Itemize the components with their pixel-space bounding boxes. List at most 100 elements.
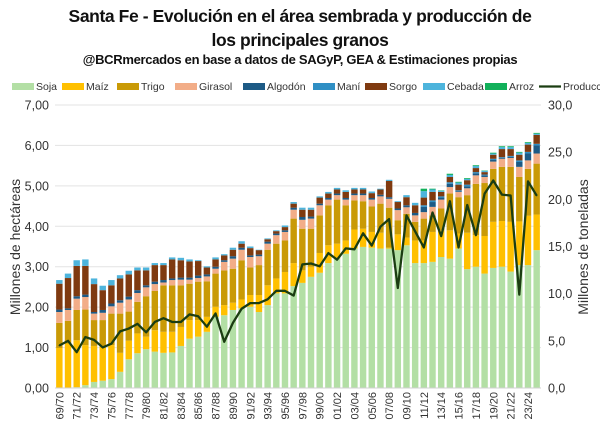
y-tick-label: 1,00 (25, 341, 49, 355)
bar-maní (464, 184, 471, 187)
production-point (266, 298, 269, 301)
bar-cebada (359, 187, 367, 190)
bar-algodón (403, 205, 410, 208)
bar-maíz (307, 266, 315, 277)
bar-trigo (299, 228, 306, 271)
bar-trigo (142, 296, 150, 337)
bar-algodón (472, 173, 480, 176)
bar-soja (516, 265, 523, 388)
bar-trigo (464, 195, 471, 233)
x-tick-label: 13/14 (436, 392, 448, 420)
bar-girasol (151, 284, 159, 291)
x-tick-label: 97/98 (297, 392, 309, 420)
production-point (362, 232, 364, 235)
bar-soja (420, 263, 428, 388)
bar-arroz (524, 142, 532, 144)
bar-sorgo (359, 189, 367, 194)
bar-trigo (160, 285, 167, 332)
bar-arroz (429, 188, 436, 190)
bar-soja (377, 248, 384, 388)
bar-cebada (498, 147, 506, 150)
bar-algodón (264, 241, 271, 244)
bar-trigo (533, 163, 540, 215)
bar-trigo (64, 320, 72, 344)
production-point (58, 344, 61, 347)
production-point (180, 321, 182, 323)
bar-sorgo (255, 250, 263, 255)
bar-sorgo (446, 176, 454, 183)
bar-trigo (212, 273, 219, 307)
x-tick-label: 05/06 (367, 392, 379, 420)
y-tick-label: 2,00 (25, 301, 49, 315)
bar-algodón (116, 300, 124, 303)
bar-girasol (90, 313, 98, 321)
bar-cebada (151, 263, 159, 266)
bar-cebada (299, 207, 306, 210)
bar-girasol (212, 268, 219, 274)
bar-maní (498, 157, 506, 158)
x-tick-label: 71/72 (72, 392, 84, 420)
bar-maíz (73, 340, 80, 388)
bar-maíz (212, 306, 219, 317)
production-point (75, 351, 78, 353)
bar-algodón (533, 145, 540, 154)
bar-trigo (168, 285, 176, 332)
bar-sorgo (429, 191, 436, 201)
bar-trigo (377, 203, 384, 233)
production-point (292, 294, 295, 297)
bar-soja (464, 269, 471, 388)
bar-soja (221, 315, 228, 388)
x-tick-label: 79/80 (141, 392, 153, 420)
bar-maíz (64, 343, 72, 388)
bar-soja (290, 286, 297, 388)
bar-maíz (516, 221, 523, 266)
bar-trigo (472, 183, 480, 236)
bar-trigo (481, 183, 488, 236)
bar-algodón (64, 308, 72, 310)
x-tick-label: 95/96 (280, 392, 292, 420)
legend-swatch-arroz (485, 83, 507, 90)
bar-maíz (394, 234, 402, 251)
production-point (249, 302, 252, 304)
bar-cebada (325, 191, 332, 194)
bar-trigo (273, 243, 280, 279)
production-point (518, 293, 521, 296)
legend-swatch-trigo (117, 83, 139, 90)
production-point (449, 200, 451, 203)
production-point (223, 340, 226, 343)
bar-soja (394, 250, 402, 388)
bar-girasol (238, 249, 245, 261)
bar-maíz (281, 271, 289, 294)
bar-soja (281, 293, 289, 388)
bar-soja (264, 305, 271, 388)
bar-algodón (194, 275, 202, 279)
bar-soja (437, 257, 445, 388)
bar-algodón (437, 197, 445, 200)
bar-maíz (481, 235, 488, 274)
bar-sorgo (307, 209, 315, 217)
bar-girasol (524, 160, 532, 169)
bar-cebada (273, 230, 280, 232)
bar-cebada (177, 257, 185, 261)
bar-algodón (490, 159, 497, 162)
bar-sorgo (377, 189, 384, 195)
bar-girasol (281, 231, 289, 241)
bar-sorgo (464, 180, 471, 185)
bar-maíz (177, 326, 185, 346)
y-tick-label: 7,00 (25, 99, 49, 113)
bar-arroz (464, 178, 471, 179)
bar-girasol (420, 212, 428, 219)
bar-girasol (125, 299, 132, 312)
bar-soja (429, 261, 436, 388)
bar-trigo (403, 213, 410, 238)
bar-trigo (186, 283, 193, 321)
bar-maíz (168, 331, 176, 353)
bar-algodón (160, 280, 167, 283)
production-point (431, 211, 434, 214)
bar-girasol (481, 176, 488, 184)
bar-algodón (212, 266, 219, 269)
production-point (101, 346, 104, 349)
bar-algodón (56, 309, 63, 312)
bar-cebada (160, 263, 167, 266)
bar-algodón (177, 277, 185, 280)
